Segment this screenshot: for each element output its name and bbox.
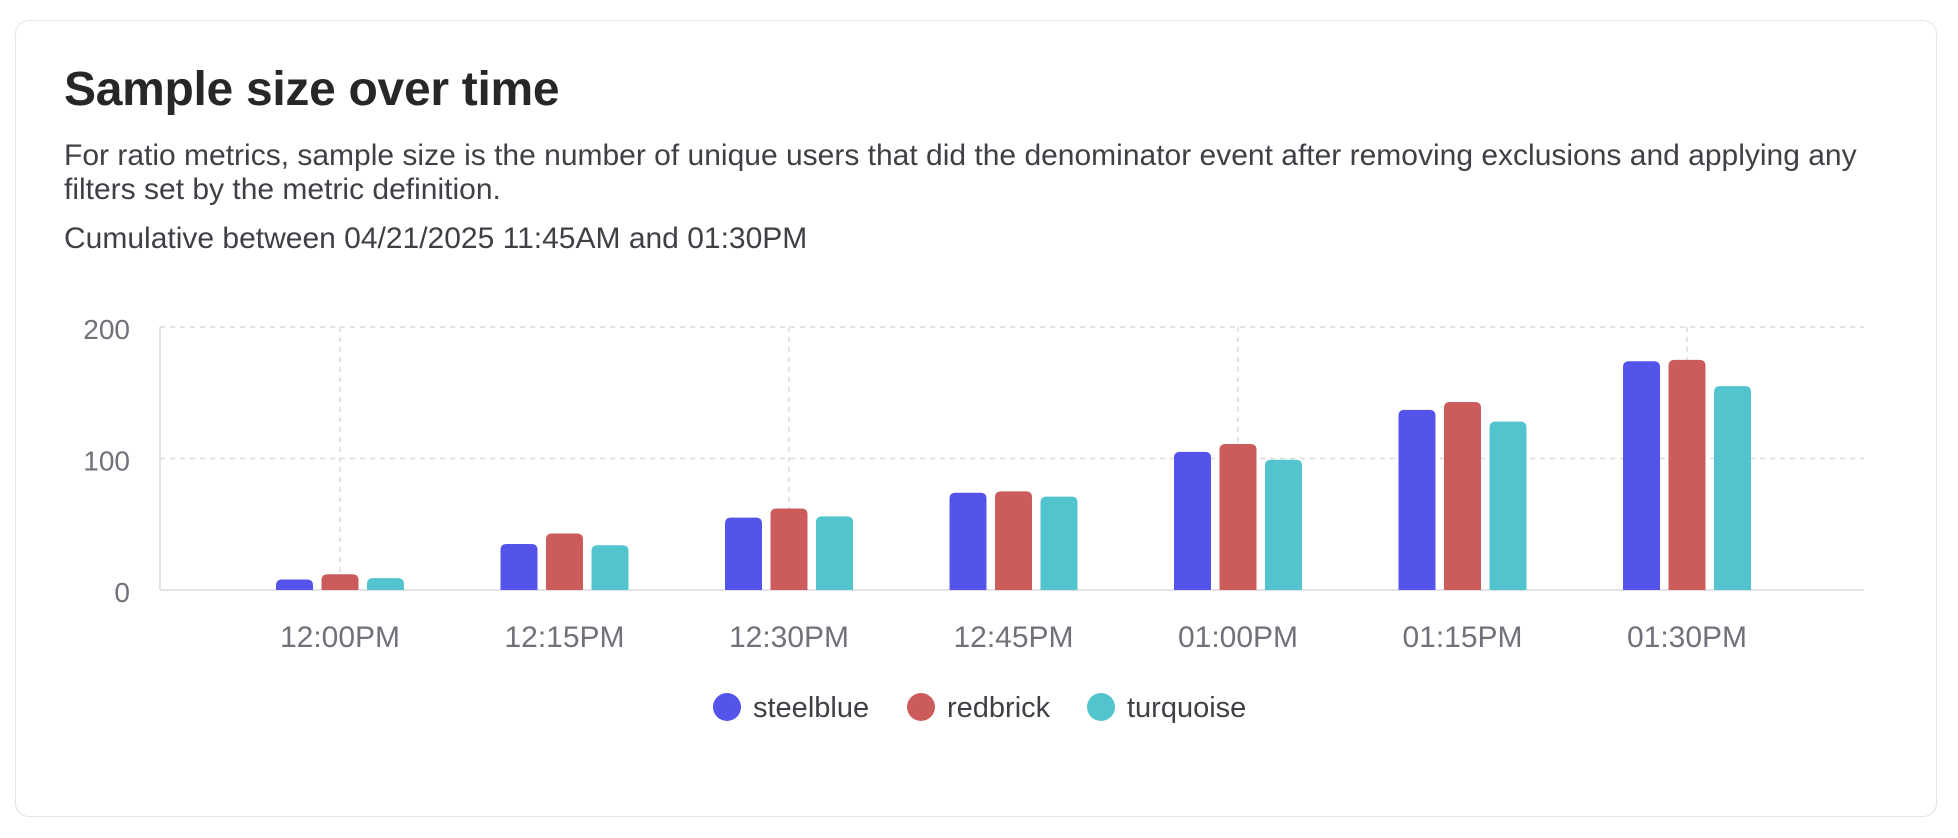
svg-text:steelblue: steelblue	[753, 692, 869, 724]
svg-text:01:15PM: 01:15PM	[1402, 621, 1522, 654]
svg-text:redbrick: redbrick	[947, 692, 1051, 724]
svg-text:12:45PM: 12:45PM	[953, 621, 1073, 654]
svg-text:01:30PM: 01:30PM	[1627, 621, 1747, 654]
svg-text:01:00PM: 01:00PM	[1178, 621, 1298, 654]
svg-text:0: 0	[114, 577, 130, 608]
svg-text:200: 200	[83, 314, 130, 345]
svg-text:12:30PM: 12:30PM	[729, 621, 849, 654]
svg-text:100: 100	[83, 446, 130, 477]
svg-text:12:00PM: 12:00PM	[280, 621, 400, 654]
svg-text:12:15PM: 12:15PM	[504, 621, 624, 654]
svg-text:turquoise: turquoise	[1127, 692, 1246, 724]
